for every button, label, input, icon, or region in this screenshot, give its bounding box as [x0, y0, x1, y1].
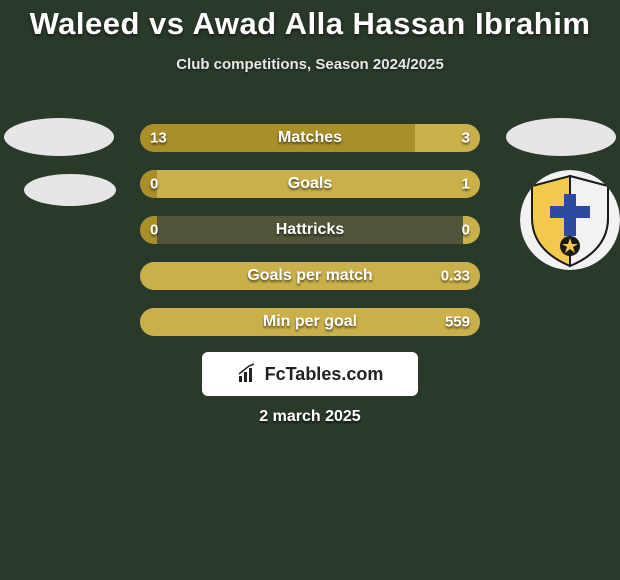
stat-value-right: 0.33 [441, 268, 470, 285]
club-logo [520, 170, 620, 270]
player-left-avatar-2 [24, 174, 116, 206]
page-title: Waleed vs Awad Alla Hassan Ibrahim [0, 0, 620, 42]
stat-row: Matches13 3 [140, 124, 480, 152]
stat-value-left: 0 [150, 222, 158, 239]
subtitle: Club competitions, Season 2024/2025 [0, 56, 620, 73]
stat-value-right: 0 [462, 222, 470, 239]
player-left-avatar-1 [4, 118, 114, 156]
stat-value-left: 13 [150, 130, 167, 147]
stat-label: Hattricks [140, 221, 480, 239]
branding-text: FcTables.com [265, 364, 384, 385]
stat-row: Hattricks0 0 [140, 216, 480, 244]
stat-value-right: 559 [445, 314, 470, 331]
date-text: 2 march 2025 [0, 408, 620, 426]
stat-label: Goals [140, 175, 480, 193]
stat-row: Min per goal559 [140, 308, 480, 336]
stat-row: Goals0 1 [140, 170, 480, 198]
stat-label: Min per goal [140, 313, 480, 331]
stat-label: Matches [140, 129, 480, 147]
stat-label: Goals per match [140, 267, 480, 285]
stat-row: Goals per match0.33 [140, 262, 480, 290]
stat-value-right: 3 [462, 130, 470, 147]
stat-value-left: 0 [150, 176, 158, 193]
player-right-avatar [506, 118, 616, 156]
stat-value-right: 1 [462, 176, 470, 193]
stats-container: Matches133Goals01Hattricks00Goals per ma… [140, 124, 480, 354]
chart-icon [237, 363, 259, 385]
branding-badge: FcTables.com [202, 352, 418, 396]
